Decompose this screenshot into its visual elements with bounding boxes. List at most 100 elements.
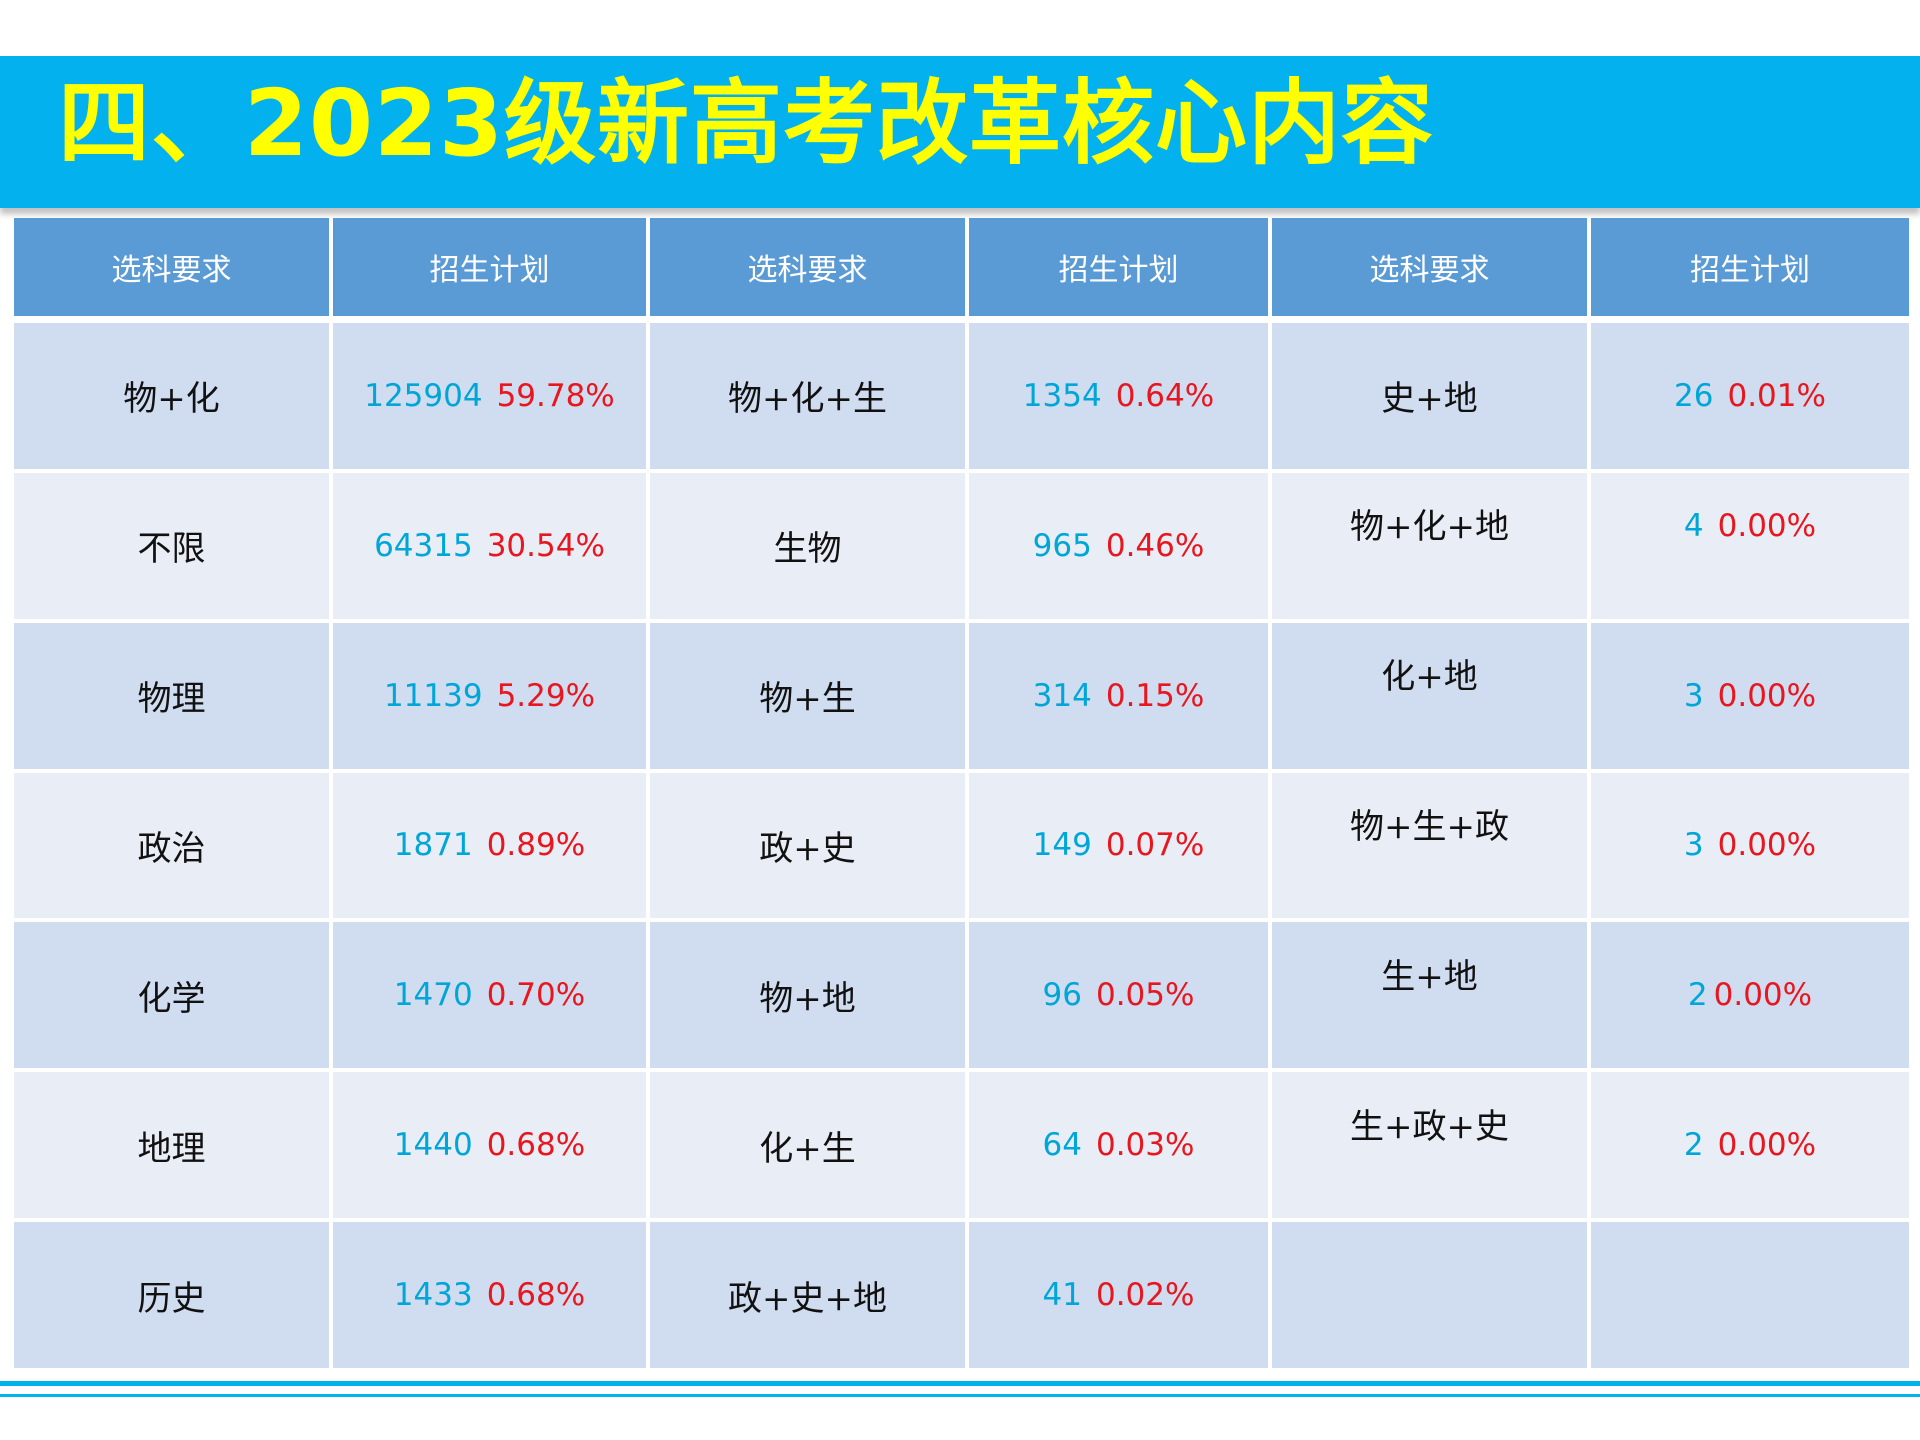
plan-cell: 1470 0.70%	[333, 922, 650, 1073]
plan-count: 1440	[393, 1127, 473, 1164]
plan-count: 314	[1032, 677, 1092, 714]
subject-cell: 生物	[650, 472, 969, 623]
plan-count: 3	[1683, 677, 1704, 714]
plan-percent: 0.64%	[1115, 377, 1215, 414]
plan-count: 26	[1674, 377, 1714, 414]
subject-cell: 物+地	[650, 922, 969, 1073]
subject-cell: 地理	[14, 1072, 333, 1223]
header-enrollment-plan-1: 招生计划	[333, 218, 650, 323]
plan-cell: 26 0.01%	[1591, 323, 1909, 473]
plan-cell: 2 0.00%	[1591, 922, 1909, 1073]
subject-label: 化+地	[1381, 657, 1478, 698]
plan-percent: 0.01%	[1727, 377, 1826, 414]
plan-percent: 0.68%	[486, 1277, 586, 1314]
plan-count: 965	[1032, 527, 1092, 564]
plan-count: 3	[1683, 827, 1704, 864]
subject-label: 地理	[137, 1128, 206, 1169]
plan-count: 64315	[374, 527, 473, 564]
plan-count: 149	[1032, 827, 1092, 864]
plan-cell: 1871 0.89%	[333, 772, 650, 923]
plan-cell: 3 0.00%	[1591, 772, 1909, 923]
subject-label: 物+地	[759, 978, 856, 1019]
plan-count: 1354	[1022, 377, 1102, 414]
plan-cell: 1440 0.68%	[333, 1072, 650, 1223]
subject-cell: 政+史+地	[650, 1222, 969, 1372]
plan-count: 41	[1042, 1277, 1082, 1314]
plan-cell: 149 0.07%	[969, 772, 1272, 923]
plan-percent: 0.46%	[1105, 527, 1205, 564]
subject-cell: 化学	[14, 922, 333, 1073]
plan-count: 96	[1042, 977, 1082, 1014]
plan-cell: 4 0.00%	[1591, 472, 1909, 623]
subject-label: 生+地	[1381, 956, 1478, 997]
subject-cell: 历史	[14, 1222, 333, 1372]
subject-cell: 物+化+地	[1272, 472, 1591, 623]
table-row: 物+化 125904 59.78% 物+化+生 1354 0.64% 史+地 26 0…	[14, 323, 1909, 473]
subject-cell: 物理	[14, 622, 333, 773]
subject-label: 生+政+史	[1350, 1106, 1509, 1147]
table-row: 地理 1440 0.68% 化+生 64 0.03% 生+政+史 2 0.00%	[14, 1072, 1909, 1223]
subject-label: 史+地	[1381, 379, 1478, 420]
subject-label: 物理	[137, 679, 206, 720]
plan-percent: 59.78%	[496, 377, 615, 414]
plan-percent: 0.00%	[1717, 827, 1817, 864]
subject-cell: 物+化+生	[650, 323, 969, 473]
subject-label: 政+史	[759, 828, 856, 869]
subject-cell: 不限	[14, 472, 333, 623]
subject-label: 物+生+政	[1350, 806, 1509, 847]
table-row: 政治 1871 0.89% 政+史 149 0.07% 物+生+政 3 0.00%	[14, 772, 1909, 923]
plan-cell: 1354 0.64%	[969, 323, 1272, 473]
subject-label: 化学	[137, 978, 206, 1019]
plan-cell: 965 0.46%	[969, 472, 1272, 623]
plan-count: 1871	[393, 827, 473, 864]
plan-percent: 0.00%	[1713, 977, 1813, 1014]
header-enrollment-plan-3: 招生计划	[1591, 218, 1909, 323]
subject-label: 历史	[137, 1278, 206, 1319]
subject-cell: 政治	[14, 772, 333, 923]
plan-cell-empty	[1591, 1222, 1909, 1372]
title-banner: 四、2023级新高考改革核心内容	[0, 56, 1920, 208]
subject-cell: 生+政+史	[1272, 1072, 1591, 1223]
plan-percent: 0.68%	[486, 1127, 586, 1164]
header-subject-requirement-3: 选科要求	[1272, 218, 1591, 323]
bottom-divider-thick	[0, 1381, 1920, 1386]
subject-label: 物+生	[759, 679, 856, 720]
subject-cell: 生+地	[1272, 922, 1591, 1073]
subject-label: 化+生	[759, 1128, 856, 1169]
subject-label: 政治	[137, 828, 206, 869]
table-row: 历史 1433 0.68% 政+史+地 41 0.02%	[14, 1222, 1909, 1372]
plan-percent: 0.07%	[1105, 827, 1205, 864]
plan-count: 64	[1042, 1127, 1082, 1164]
subject-label: 物+化+地	[1350, 507, 1509, 548]
plan-percent: 0.00%	[1717, 507, 1817, 544]
subject-label: 不限	[137, 529, 206, 570]
plan-percent: 0.00%	[1717, 1127, 1817, 1164]
table-header-row: 选科要求 招生计划 选科要求 招生计划 选科要求 招生计划	[14, 218, 1909, 323]
plan-cell: 314 0.15%	[969, 622, 1272, 773]
table-row: 物理 11139 5.29% 物+生 314 0.15% 化+地 3 0.00%	[14, 622, 1909, 773]
plan-percent: 0.05%	[1095, 977, 1195, 1014]
subject-cell-empty	[1272, 1222, 1591, 1372]
plan-percent: 0.03%	[1095, 1127, 1195, 1164]
header-enrollment-plan-2: 招生计划	[969, 218, 1272, 323]
plan-count: 11139	[383, 677, 483, 714]
plan-cell: 41 0.02%	[969, 1222, 1272, 1372]
plan-count: 125904	[364, 377, 483, 414]
page-title: 四、2023级新高考改革核心内容	[58, 70, 1435, 177]
plan-percent: 0.70%	[486, 977, 586, 1014]
subject-cell: 史+地	[1272, 323, 1591, 473]
plan-cell: 125904 59.78%	[333, 323, 650, 473]
plan-cell: 1433 0.68%	[333, 1222, 650, 1372]
plan-percent: 5.29%	[496, 677, 596, 714]
subject-cell: 化+地	[1272, 622, 1591, 773]
plan-percent: 0.15%	[1105, 677, 1205, 714]
plan-cell: 2 0.00%	[1591, 1072, 1909, 1223]
plan-cell: 64315 30.54%	[333, 472, 650, 623]
plan-percent: 0.89%	[486, 827, 586, 864]
subject-cell: 物+生+政	[1272, 772, 1591, 923]
plan-percent: 0.02%	[1095, 1277, 1195, 1314]
plan-count: 1470	[393, 977, 473, 1014]
plan-percent: 0.00%	[1717, 677, 1817, 714]
subject-label: 物+化	[123, 379, 220, 420]
table-row: 化学 1470 0.70% 物+地 96 0.05% 生+地 2 0.00%	[14, 922, 1909, 1073]
